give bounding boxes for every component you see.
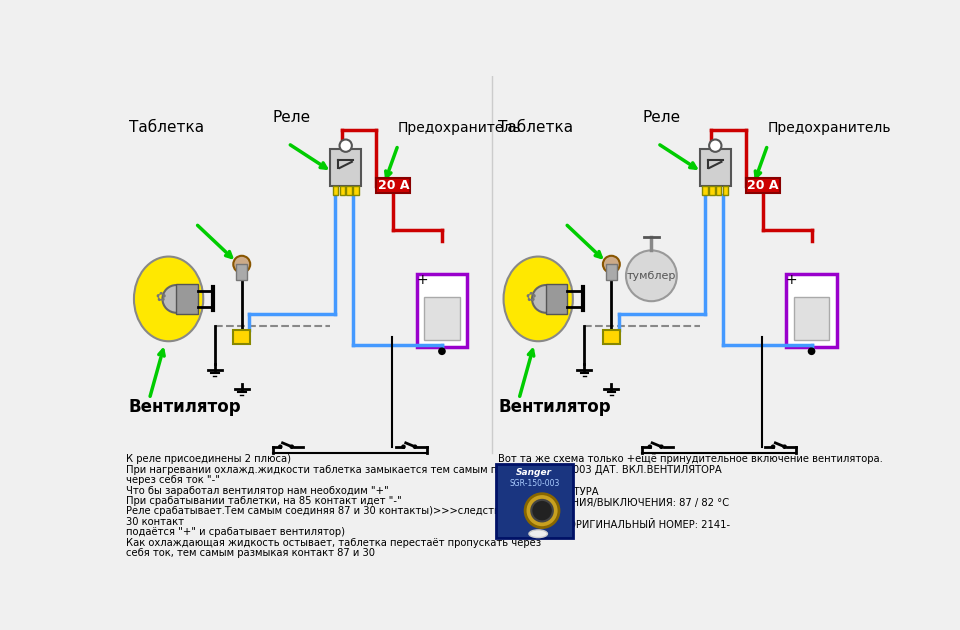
Text: Предохранитель: Предохранитель	[768, 121, 891, 135]
Text: ВКЛЮЧЕНИЯ/ВЫКЛЮЧЕНИЯ: 87 / 82 °С: ВКЛЮЧЕНИЯ/ВЫКЛЮЧЕНИЯ: 87 / 82 °С	[498, 498, 730, 508]
Text: Вентилятор: Вентилятор	[129, 398, 241, 416]
Bar	[716, 186, 722, 195]
Bar	[786, 274, 837, 347]
Circle shape	[233, 256, 251, 273]
Bar	[746, 178, 780, 193]
Bar	[496, 464, 573, 537]
Circle shape	[438, 347, 445, 355]
Circle shape	[531, 500, 553, 522]
Text: Что бы заработал вентилятор нам необходим "+": Что бы заработал вентилятор нам необходи…	[127, 486, 389, 496]
Text: 3808800: 3808800	[498, 530, 570, 540]
Text: +: +	[416, 273, 428, 287]
Bar	[546, 284, 567, 314]
Bar	[340, 186, 345, 195]
Text: К реле присоединены 2 плюса): К реле присоединены 2 плюса)	[127, 454, 291, 464]
Text: подаётся "+" и срабатывает вентилятор): подаётся "+" и срабатывает вентилятор)	[127, 527, 346, 537]
Circle shape	[660, 444, 663, 449]
Circle shape	[278, 444, 282, 449]
Bar	[709, 186, 714, 195]
Text: ✿: ✿	[525, 291, 536, 304]
Bar	[330, 149, 361, 186]
Text: +: +	[785, 273, 798, 287]
Circle shape	[782, 444, 787, 449]
Ellipse shape	[529, 530, 547, 537]
Bar	[424, 297, 460, 340]
Text: SGR-150-003: SGR-150-003	[509, 479, 560, 488]
Circle shape	[290, 444, 294, 449]
Text: При нагревании охлажд.жидкости таблетка замыкается тем самым проводя: При нагревании охлажд.жидкости таблетка …	[127, 465, 535, 475]
Circle shape	[771, 444, 776, 449]
Circle shape	[401, 444, 406, 449]
Bar	[700, 149, 731, 186]
Bar	[376, 178, 410, 193]
Circle shape	[603, 256, 620, 273]
Circle shape	[162, 285, 190, 312]
Bar	[236, 264, 247, 280]
Bar	[332, 186, 338, 195]
Text: Предохранитель: Предохранитель	[398, 121, 521, 135]
Text: Таблетка: Таблетка	[498, 120, 573, 135]
Bar	[417, 274, 468, 347]
Circle shape	[807, 347, 815, 355]
Bar	[347, 186, 352, 195]
Text: ✿: ✿	[156, 291, 166, 304]
Bar	[606, 264, 616, 280]
Text: Таблетка: Таблетка	[129, 120, 204, 135]
Bar	[702, 186, 708, 195]
Circle shape	[626, 250, 677, 301]
Text: 20 А: 20 А	[747, 179, 779, 192]
Text: Как охлаждающая жидкость остывает, таблетка перестаёт пропускать через: Как охлаждающая жидкость остывает, табле…	[127, 537, 541, 547]
Text: 20 А: 20 А	[377, 179, 409, 192]
Ellipse shape	[134, 256, 204, 341]
Bar	[353, 186, 359, 195]
Bar	[794, 297, 829, 340]
Circle shape	[525, 494, 559, 527]
Circle shape	[413, 444, 418, 449]
Bar	[603, 331, 620, 345]
Circle shape	[709, 139, 722, 152]
Text: через себя ток "-": через себя ток "-"	[127, 475, 220, 485]
Circle shape	[648, 444, 652, 449]
Text: SGR-150-003 ДАТ. ВКЛ.ВЕНТИЛЯТОРА: SGR-150-003 ДАТ. ВКЛ.ВЕНТИЛЯТОРА	[498, 465, 722, 475]
Text: ТЕМПЕРАТУРА: ТЕМПЕРАТУРА	[498, 487, 599, 497]
Ellipse shape	[504, 256, 573, 341]
Bar	[233, 331, 251, 345]
Text: Реле: Реле	[273, 110, 311, 125]
Bar	[723, 186, 729, 195]
Text: 30 контакт: 30 контакт	[127, 517, 184, 527]
Text: Реле срабатывает.Тем самым соединяя 87 и 30 контакты)>>>следственно на: Реле срабатывает.Тем самым соединяя 87 и…	[127, 507, 541, 517]
Circle shape	[340, 139, 352, 152]
Text: себя ток, тем самым размыкая контакт 87 и 30: себя ток, тем самым размыкая контакт 87 …	[127, 548, 375, 558]
Text: О.Е.М. / ОРИГИНАЛЬНЫЙ НОМЕР: 2141-: О.Е.М. / ОРИГИНАЛЬНЫЙ НОМЕР: 2141-	[498, 519, 731, 530]
Text: Реле: Реле	[642, 110, 681, 125]
Text: Вентилятор: Вентилятор	[498, 398, 611, 416]
Text: Sanger: Sanger	[516, 467, 552, 477]
Circle shape	[532, 285, 560, 312]
Text: Вот та же схема только +ещё принудительное включение вентилятора.: Вот та же схема только +ещё принудительн…	[498, 454, 883, 464]
Text: тумблер: тумблер	[627, 271, 676, 281]
Text: При срабатывании таблетки, на 85 контакт идет "-": При срабатывании таблетки, на 85 контакт…	[127, 496, 402, 506]
Bar	[177, 284, 198, 314]
